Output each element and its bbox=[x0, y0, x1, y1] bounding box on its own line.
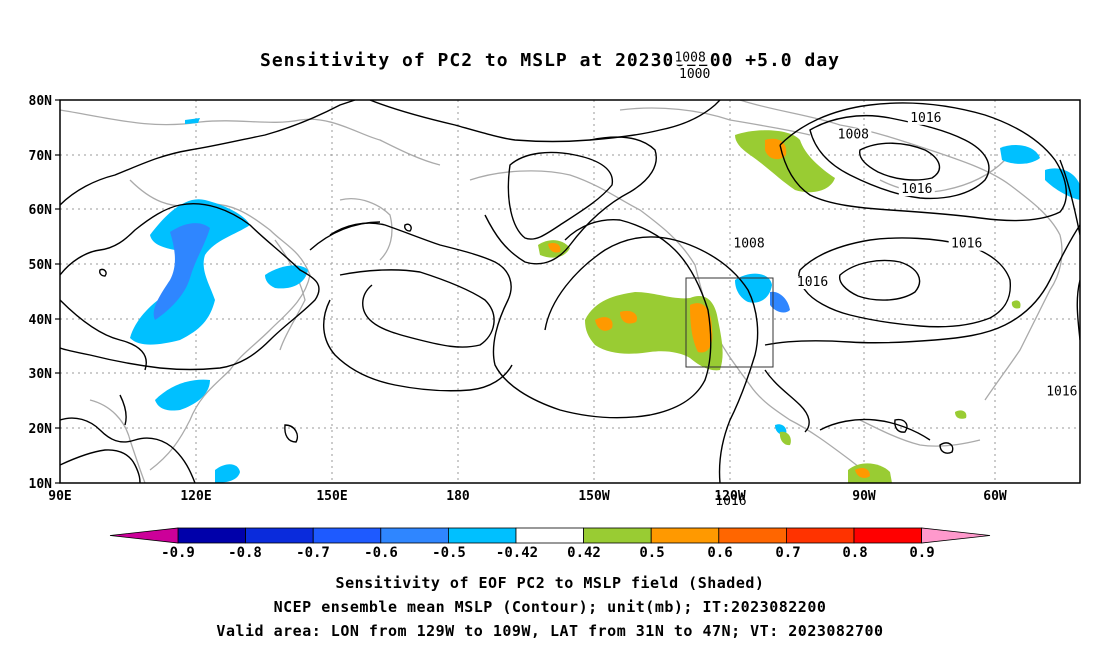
contour-labels: 1016100810161016100810081008101610161000… bbox=[672, 51, 1080, 509]
caption-line-1: Sensitivity of EOF PC2 to MSLP field (Sh… bbox=[335, 574, 765, 592]
contour-label: 1000 bbox=[679, 67, 710, 82]
colorbar-over-triangle bbox=[921, 527, 991, 544]
contour-label: 1016 bbox=[910, 111, 941, 126]
contour-label: 1008 bbox=[838, 127, 869, 142]
lat-label: 10N bbox=[29, 477, 53, 492]
lat-label: 40N bbox=[29, 313, 53, 328]
colorbar-label: 0.8 bbox=[842, 545, 867, 561]
colorbar-label: -0.8 bbox=[228, 545, 262, 561]
contour-label-bg bbox=[794, 276, 831, 290]
contour-label-bg bbox=[898, 183, 935, 197]
lat-label: 20N bbox=[29, 422, 53, 437]
colorbar-label: -0.9 bbox=[161, 545, 195, 561]
contour-label: 1008 bbox=[674, 51, 705, 66]
lat-label: 80N bbox=[29, 94, 53, 109]
contour-label-bg bbox=[676, 68, 713, 82]
colorbar-segment bbox=[447, 527, 517, 544]
lon-label: 120E bbox=[180, 489, 211, 504]
contour-label-bg bbox=[948, 237, 985, 251]
colorbar-segment bbox=[853, 527, 922, 544]
colorbar bbox=[109, 527, 991, 544]
shade-positive-pacific bbox=[585, 292, 723, 371]
lon-label: 90W bbox=[852, 489, 876, 504]
lat-label: 60N bbox=[29, 203, 53, 218]
contour-label: 1016 bbox=[797, 275, 828, 290]
colorbar-segment bbox=[312, 527, 382, 544]
contour-label-bg bbox=[731, 237, 768, 251]
lon-label: 150W bbox=[578, 489, 609, 504]
contour-label: 1016 bbox=[901, 182, 932, 197]
caption-line-2: NCEP ensemble mean MSLP (Contour); unit(… bbox=[273, 598, 827, 616]
caption-line-3: Valid area: LON from 129W to 109W, LAT f… bbox=[216, 622, 884, 640]
contour-label: 1008 bbox=[733, 237, 764, 252]
colorbar-label: -0.5 bbox=[432, 545, 466, 561]
lon-label: 90E bbox=[48, 489, 71, 504]
gridlines bbox=[60, 100, 1080, 483]
contour-label-bg bbox=[835, 128, 872, 142]
colorbar-segment bbox=[515, 527, 584, 544]
contour-label-bg bbox=[907, 111, 944, 125]
lat-label: 50N bbox=[29, 258, 53, 273]
lon-label: 120W bbox=[714, 489, 745, 504]
contour-label: 1016 bbox=[715, 494, 746, 509]
colorbar-segment bbox=[718, 527, 787, 544]
colorbar-segment bbox=[245, 527, 314, 544]
valid-area-box bbox=[685, 277, 774, 368]
colorbar-label: -0.7 bbox=[296, 545, 330, 561]
colorbar-label: -0.6 bbox=[364, 545, 398, 561]
contour-label-bg bbox=[712, 494, 749, 508]
contour-label: 1016 bbox=[951, 237, 982, 252]
contour-label-bg bbox=[672, 51, 709, 65]
mslp-contours bbox=[60, 100, 1080, 483]
colorbar-under-triangle bbox=[109, 527, 179, 544]
lon-label: 150E bbox=[316, 489, 347, 504]
lon-label: 180 bbox=[446, 489, 470, 504]
colorbar-label: 0.6 bbox=[707, 545, 732, 561]
colorbar-label: 0.5 bbox=[639, 545, 664, 561]
contour-label-bg bbox=[1043, 385, 1080, 399]
colorbar-label: 0.7 bbox=[775, 545, 800, 561]
contour-label: 1016 bbox=[1046, 384, 1077, 399]
colorbar-labels: -0.9 -0.8 -0.7 -0.6 -0.5 -0.42 0.42 0.5 … bbox=[161, 545, 935, 561]
colorbar-segment bbox=[786, 527, 855, 544]
lat-label: 70N bbox=[29, 149, 53, 164]
lon-label: 60W bbox=[983, 489, 1007, 504]
colorbar-label: 0.42 bbox=[567, 545, 601, 561]
lat-label: 30N bbox=[29, 367, 53, 382]
colorbar-segment bbox=[177, 527, 246, 544]
colorbar-segment bbox=[380, 527, 449, 544]
colorbar-segment bbox=[583, 527, 652, 544]
colorbar-segment bbox=[650, 527, 720, 544]
colorbar-label: -0.42 bbox=[496, 545, 538, 561]
colorbar-label: 0.9 bbox=[909, 545, 934, 561]
